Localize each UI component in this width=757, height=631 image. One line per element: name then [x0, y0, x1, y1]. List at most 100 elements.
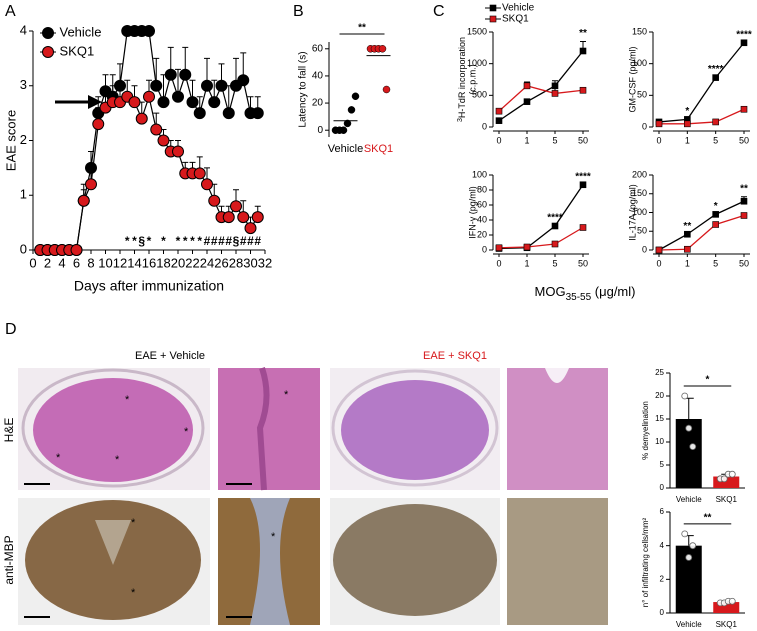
x-axis-label-suffix: (μg/ml)	[591, 284, 635, 299]
x-tick-label: Vehicle	[676, 620, 702, 629]
point	[681, 530, 689, 538]
row-title: H&E	[2, 418, 16, 443]
panel-label: D	[5, 321, 17, 338]
panel-label: A	[5, 3, 16, 20]
x-tick-label: 16	[142, 255, 156, 270]
bar	[713, 476, 740, 488]
significance: #	[225, 234, 232, 248]
marker	[684, 230, 691, 238]
marker	[579, 224, 587, 231]
significance: #	[218, 234, 225, 248]
x-tick-label: 4	[58, 255, 65, 270]
marker	[208, 96, 221, 109]
lesion-marker: *	[115, 454, 120, 466]
y-tick-label: 4	[20, 22, 27, 37]
x-tick-label: 5	[713, 258, 718, 268]
y-axis-label: Latency to fall (s)	[298, 51, 309, 127]
series-line	[40, 94, 259, 251]
point	[689, 443, 697, 451]
y-tick-label: 5	[660, 460, 665, 469]
y-tick-label: 0	[642, 121, 647, 131]
y-tick-label: 0	[642, 244, 647, 254]
significance: *	[706, 375, 710, 386]
panel-label: C	[433, 3, 445, 20]
significance: *	[176, 234, 181, 248]
significance: **	[740, 183, 748, 194]
x-tick-label: 30	[243, 255, 257, 270]
x-tick-label: 0	[656, 135, 661, 145]
significance: *	[197, 234, 202, 248]
y-axis-label: (c.p.m.)	[467, 64, 477, 95]
marker	[164, 68, 177, 81]
x-tick-label: 0	[29, 255, 36, 270]
point	[728, 597, 736, 605]
point	[685, 424, 693, 432]
x-tick-label: 0	[496, 135, 501, 145]
he-vehicle-zoom-fissure	[256, 367, 270, 491]
x-tick-label: 1	[524, 135, 529, 145]
y-axis-label: 3H-TdR incorporation	[457, 37, 468, 122]
marker	[495, 244, 503, 252]
significance: *	[132, 234, 137, 248]
x-tick-label: 50	[739, 135, 749, 145]
significance: #	[254, 234, 261, 248]
series-line	[498, 226, 584, 249]
y-tick-label: 1000	[467, 58, 487, 68]
y-tick-label: 25	[655, 368, 664, 377]
legend-label: SKQ1	[60, 43, 95, 58]
y-tick-label: 10	[655, 437, 664, 446]
marker	[230, 200, 242, 213]
x-tick-label: Vehicle	[676, 495, 702, 504]
significance: *	[147, 234, 152, 248]
series-line	[498, 85, 584, 112]
y-axis-label: IL-17A (pg/ml)	[627, 184, 637, 241]
marker	[193, 167, 206, 180]
lesion-marker: *	[284, 389, 289, 401]
he-skq1-cord	[341, 380, 489, 480]
y-tick-label: 50	[637, 226, 647, 236]
x-tick-label: 10	[98, 255, 112, 270]
mbp-vehicle-grey	[95, 520, 131, 565]
marker	[186, 96, 199, 109]
marker	[523, 243, 531, 251]
y-tick-label: 20	[312, 98, 324, 109]
marker	[237, 211, 250, 224]
arrow-head	[88, 95, 102, 109]
marker	[495, 107, 503, 115]
x-tick-label: 18	[156, 255, 170, 270]
x-tick-label: 5	[552, 135, 557, 145]
x-tick-label: 0	[496, 258, 501, 268]
significance: ****	[708, 64, 724, 75]
significance: *	[685, 106, 689, 117]
significance: **	[683, 221, 691, 232]
y-tick-label: 1	[20, 187, 27, 202]
marker	[579, 181, 587, 189]
significance: §	[233, 234, 240, 248]
mbp-vehicle-zoom-lesion	[250, 498, 290, 625]
x-axis-label: MOG35-55 (μg/ml)	[535, 284, 636, 302]
error-bar	[683, 397, 694, 419]
y-tick-label: 6	[660, 507, 665, 516]
x-tick-label: 12	[113, 255, 127, 270]
significance: *	[161, 234, 166, 248]
marker	[579, 47, 587, 55]
marker	[150, 123, 163, 136]
y-tick-label: 60	[477, 199, 487, 209]
x-tick-label: 5	[552, 258, 557, 268]
x-tick-label: 20	[171, 255, 185, 270]
marker	[201, 79, 213, 92]
marker	[579, 86, 587, 94]
marker	[215, 79, 228, 92]
y-tick-label: 40	[312, 71, 324, 82]
marker	[77, 194, 90, 207]
marker	[208, 194, 221, 207]
marker	[85, 178, 97, 191]
y-tick-label: 1500	[467, 26, 487, 36]
marker	[655, 246, 663, 254]
marker	[244, 222, 257, 235]
lesion-marker: *	[131, 587, 136, 599]
marker	[712, 211, 719, 218]
marker	[150, 79, 163, 92]
series-line	[658, 214, 745, 251]
